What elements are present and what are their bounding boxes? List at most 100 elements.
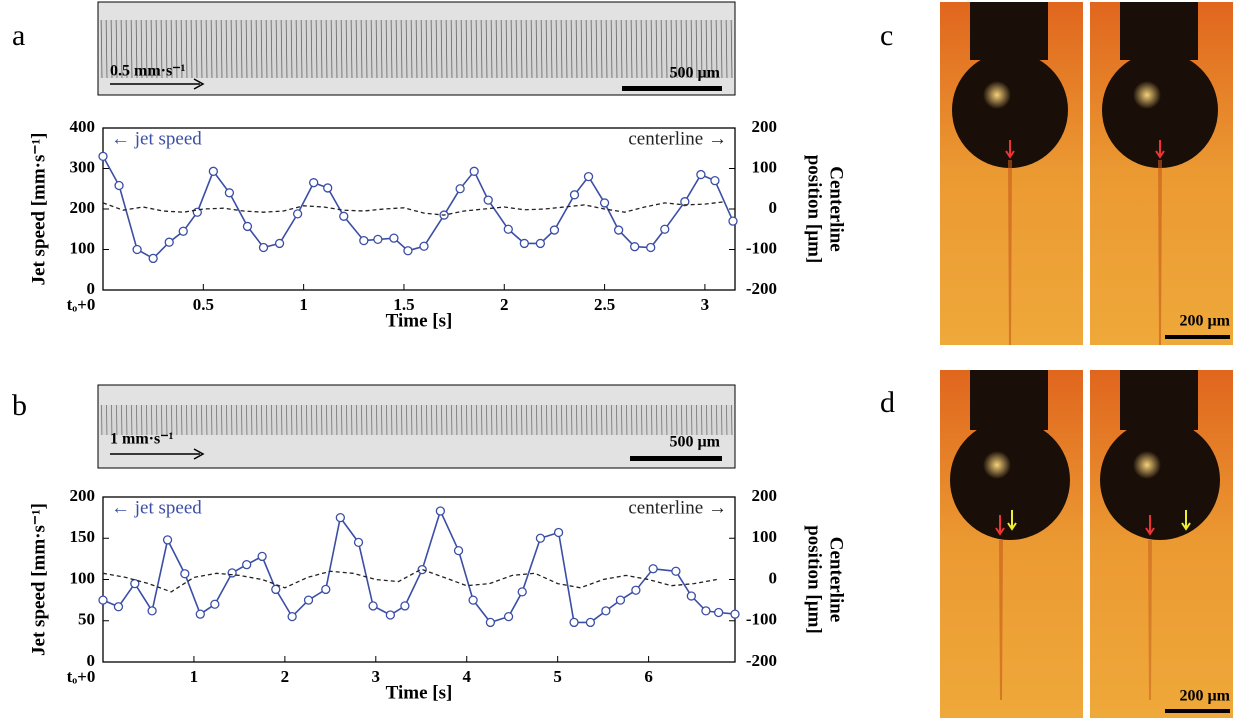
data-point	[710, 175, 720, 186]
x-tick-label: 1.5	[393, 295, 414, 314]
data-point	[132, 244, 142, 255]
data-point	[113, 602, 124, 612]
y-tick-label: 400	[70, 117, 96, 136]
plot-frame	[102, 496, 736, 663]
x-tick-label: 2	[500, 295, 509, 314]
panel-label: d	[880, 386, 895, 419]
legend-entry: centerline →	[628, 497, 727, 518]
data-point	[485, 617, 496, 628]
data-point	[227, 568, 237, 578]
data-point	[646, 242, 656, 253]
scale-bar-label: 200 µm	[1179, 313, 1230, 330]
y2-axis-label: position [µm]	[804, 525, 825, 634]
x-tick-label: 2.5	[594, 295, 615, 314]
y-tick-label: 100	[70, 568, 96, 587]
data-point	[569, 617, 579, 628]
y2-tick-label: -100	[746, 238, 777, 257]
y2-axis-label: position [µm]	[804, 155, 825, 264]
y-axis-label: Jet speed [mm·s⁻¹]	[28, 503, 49, 656]
y2-tick-label: -100	[746, 610, 777, 629]
data-point	[569, 190, 580, 200]
velocity-label: 0.5 mm·s⁻¹	[110, 63, 186, 80]
panel-label: b	[12, 389, 27, 422]
data-point	[242, 221, 253, 232]
data-point	[368, 601, 378, 611]
data-point	[385, 610, 396, 620]
data-point	[728, 216, 738, 226]
data-point	[403, 246, 413, 256]
y2-tick-label: 100	[752, 527, 778, 546]
data-point	[549, 225, 560, 235]
data-point	[147, 606, 157, 616]
data-point	[162, 535, 173, 545]
data-point	[224, 188, 235, 198]
data-point	[303, 595, 314, 605]
legend-entry: ← jet speed	[111, 497, 202, 518]
data-point	[535, 533, 546, 543]
scale-bar-label: 500 µm	[669, 65, 720, 82]
data-point	[648, 564, 658, 574]
y-tick-label: 0	[87, 279, 96, 298]
y2-tick-label: -200	[746, 279, 777, 298]
x-tick-label: 0.5	[193, 295, 214, 314]
data-point	[271, 584, 281, 595]
data-point	[323, 183, 333, 193]
y-tick-label: 100	[70, 238, 96, 257]
data-point	[287, 611, 297, 622]
data-point	[258, 242, 269, 253]
x-tick-label: 5	[553, 667, 562, 686]
series-line	[102, 508, 736, 624]
data-point	[613, 225, 624, 235]
data-point	[321, 584, 331, 595]
x-tick-label: 6	[644, 667, 653, 686]
y-tick-label: 150	[70, 527, 96, 546]
x-tick-label: 1	[299, 295, 308, 314]
y-tick-label: 300	[70, 157, 96, 176]
data-point	[599, 198, 610, 208]
data-point	[274, 238, 285, 249]
x-tick-label: 4	[462, 667, 471, 686]
data-point	[130, 578, 140, 589]
data-point	[601, 606, 611, 616]
data-point	[335, 512, 345, 523]
data-point	[583, 171, 594, 182]
data-point	[339, 211, 349, 221]
y-tick-label: 50	[78, 610, 95, 629]
data-point	[631, 585, 641, 595]
y2-tick-label: 200	[752, 486, 778, 505]
data-point	[353, 537, 364, 548]
data-point	[114, 180, 124, 191]
data-point	[195, 609, 205, 619]
scale-bar-label: 200 µm	[1179, 688, 1230, 705]
legend-entry: centerline →	[628, 128, 727, 149]
data-point	[615, 595, 626, 605]
y2-tick-label: 100	[752, 157, 778, 176]
data-point	[503, 224, 513, 234]
data-point	[630, 242, 640, 252]
data-point	[419, 241, 429, 251]
data-point	[292, 209, 303, 219]
data-point	[210, 599, 220, 609]
y2-tick-label: 0	[769, 198, 778, 217]
x-tick-label: 2	[281, 667, 290, 686]
data-point	[686, 591, 697, 601]
data-point	[483, 195, 493, 205]
data-point	[164, 237, 174, 247]
data-point	[519, 238, 529, 249]
data-point	[680, 197, 690, 207]
y2-tick-label: 200	[752, 117, 778, 136]
data-point	[359, 235, 369, 246]
y-tick-label: 0	[87, 651, 96, 670]
data-point	[696, 169, 706, 180]
data-point	[469, 166, 479, 176]
data-point	[98, 595, 108, 605]
jet-image: 0.5 mm·s⁻¹ 500 µm	[97, 1, 736, 96]
scale-bar-label: 500 µm	[669, 434, 720, 451]
data-point	[660, 224, 670, 234]
data-point	[585, 617, 596, 628]
data-point	[713, 607, 724, 618]
data-point	[417, 564, 427, 575]
data-point	[701, 606, 711, 616]
data-point	[468, 595, 478, 605]
